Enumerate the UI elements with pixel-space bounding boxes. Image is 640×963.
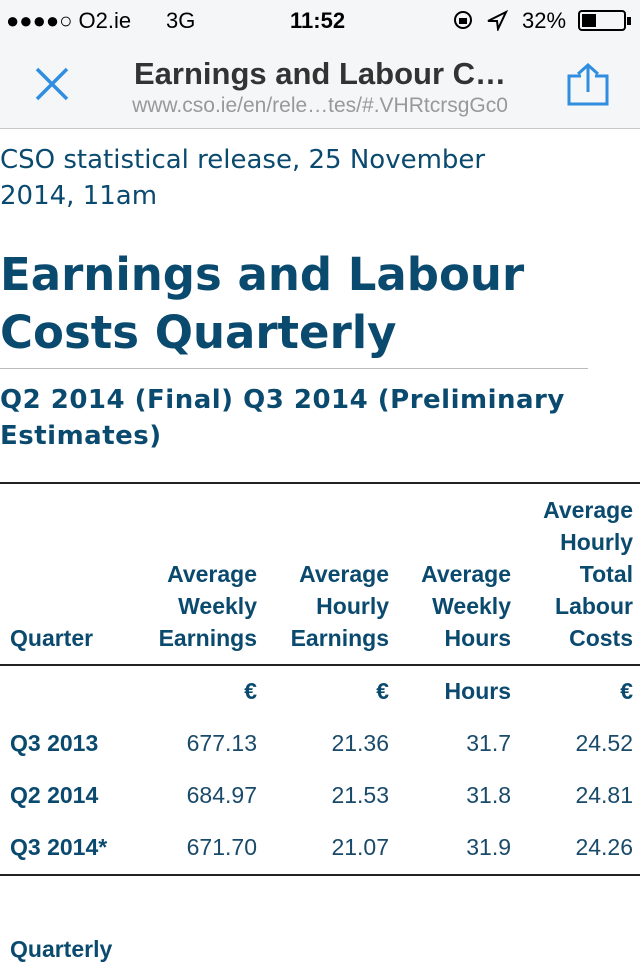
table-cell: 31.7 (466, 730, 511, 756)
carrier: ●●●●○ O2.ie (6, 8, 132, 33)
battery-level: 32% (522, 8, 567, 33)
table-cell: 31.8 (466, 782, 511, 808)
unit-label: € (244, 678, 257, 704)
table-cell: 24.52 (575, 730, 633, 756)
subheading: Q2 2014 (Final) Q3 2014 (Preliminary Est… (0, 385, 565, 451)
row-label: Q3 2013 (10, 730, 99, 756)
row-label: Q2 2014 (10, 782, 99, 808)
table-cell: 21.53 (331, 782, 389, 808)
table-cell: 21.07 (331, 834, 389, 860)
network: 3G (166, 8, 196, 33)
column-header: Average Hourly Earnings (290, 561, 389, 651)
column-header: Average Hourly Total Labour Costs (543, 497, 633, 651)
share-button[interactable] (564, 62, 612, 108)
close-button[interactable] (34, 66, 70, 102)
status-bar: ●●●●○ O2.ie 3G 11:52 32% (0, 0, 640, 40)
section-heading: Quarterly (10, 936, 113, 962)
time: 11:52 (290, 8, 346, 33)
table-cell: 24.26 (575, 834, 633, 860)
table-cell: 24.81 (575, 782, 633, 808)
table-rule (0, 874, 640, 876)
row-label: Q3 2014* (10, 834, 108, 860)
column-header: Average Weekly Earnings (158, 561, 257, 651)
browser-toolbar: Earnings and Labour C… www.cso.ie/en/rel… (0, 40, 640, 129)
battery-icon (578, 10, 631, 31)
unit-label: Hours (444, 678, 511, 704)
table-cell: 677.13 (186, 730, 257, 756)
url[interactable]: www.cso.ie/en/rele…tes/#.VHRtcrsgGc0 (132, 94, 508, 117)
status-icons (454, 9, 509, 31)
table-cell: 671.70 (186, 834, 257, 860)
divider (0, 368, 588, 369)
table-cell: 684.97 (186, 782, 257, 808)
table-rule (0, 664, 640, 666)
table-cell: 21.36 (331, 730, 389, 756)
heading: Earnings and Labour Costs Quarterly (0, 248, 525, 359)
page-title: Earnings and Labour C… (133, 56, 507, 91)
column-header: Average Weekly Hours (421, 561, 511, 651)
table-rule (0, 482, 640, 484)
table-cell: 31.9 (466, 834, 511, 860)
release-info: CSO statistical release, 25 November 201… (0, 145, 486, 211)
unit-label: € (620, 678, 633, 704)
column-header: Quarter (10, 625, 94, 651)
unit-label: € (376, 678, 389, 704)
